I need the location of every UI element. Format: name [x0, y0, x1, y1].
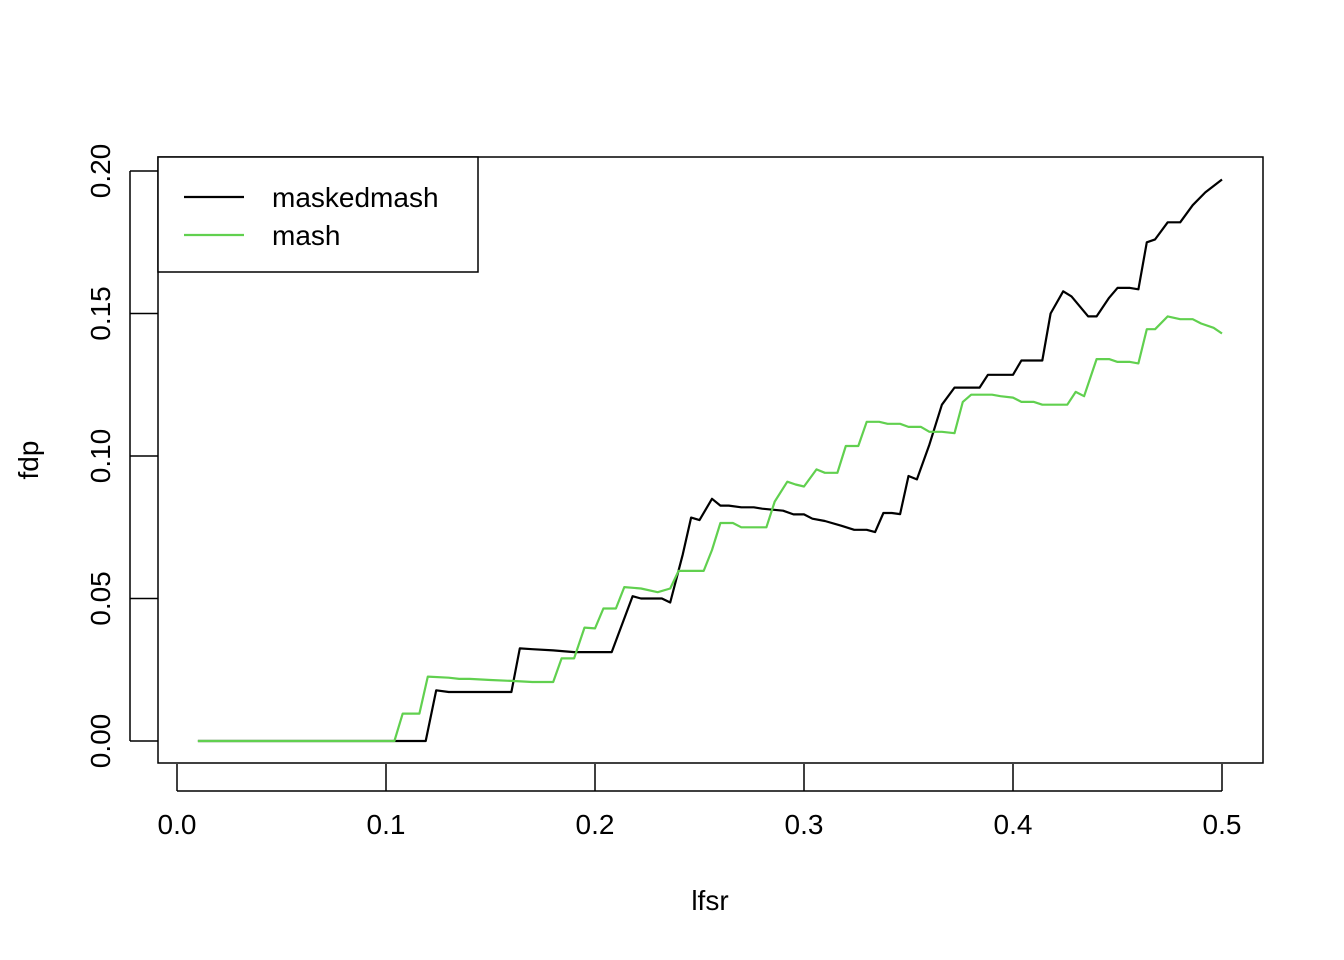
axes: 0.0 0.1 0.2 0.3 0.4 0.5 0.00 0.05 0.10 0.15 0.20: [85, 144, 1264, 840]
y-tick-label: 0.05: [85, 571, 116, 626]
legend-label-mash: mash: [272, 220, 340, 251]
y-tick-label: 0.15: [85, 286, 116, 341]
series-line-mash: [197, 315, 1223, 743]
x-tick-label: 0.5: [1203, 809, 1242, 840]
legend-label-maskedmash: maskedmash: [272, 182, 439, 213]
x-axis-label: lfsr: [691, 885, 728, 916]
x-tick-label: 0.3: [785, 809, 824, 840]
y-tick-label: 0.20: [85, 144, 116, 199]
x-tick-label: 0.4: [994, 809, 1033, 840]
series-line-maskedmash: [197, 178, 1223, 743]
plot-area: [197, 178, 1223, 743]
x-tick-label: 0.0: [158, 809, 197, 840]
y-tick-label: 0.10: [85, 429, 116, 484]
legend: maskedmash mash: [157, 156, 479, 273]
y-tick-label: 0.00: [85, 714, 116, 769]
plot-border: [157, 156, 1264, 764]
x-tick-label: 0.2: [576, 809, 615, 840]
y-axis-label: fdp: [13, 441, 44, 480]
x-tick-label: 0.1: [367, 809, 406, 840]
legend-box: [157, 156, 479, 273]
